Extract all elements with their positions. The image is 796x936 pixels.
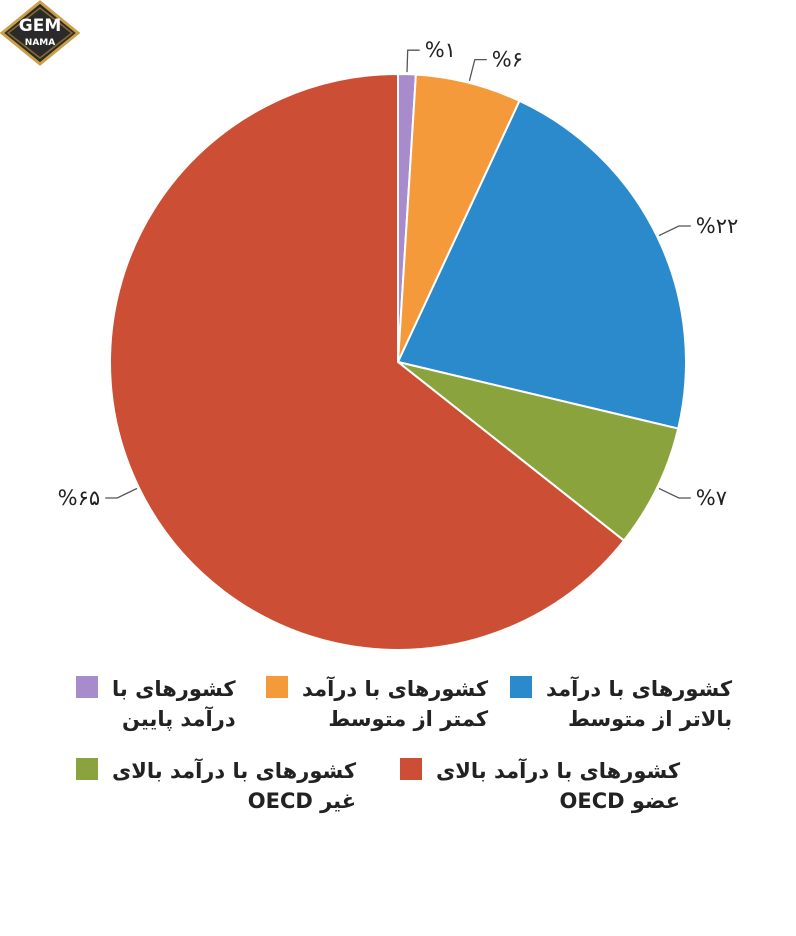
- legend-swatch-high-oecd: [400, 758, 422, 780]
- leader-lines: [105, 49, 691, 499]
- slice-label-lower-middle: %۶: [492, 48, 523, 72]
- legend-label-high-non-oecd: کشورهای با درآمد بالای غیر OECD: [112, 759, 357, 813]
- legend-swatch-lower-middle: [266, 676, 288, 698]
- pie-slice-upper-middle: [396, 99, 687, 430]
- pie-slices: [109, 72, 687, 651]
- legend-swatch-upper-middle: [510, 676, 532, 698]
- legend-swatch-high-non-oecd: [76, 758, 98, 780]
- legend-item-upper-middle: کشورهای با درآمد بالاتر از متوسط: [510, 674, 732, 734]
- slice-labels: %۱ %۶ %۲۲ %۷ %۶۵: [58, 38, 739, 510]
- logo-text-gem: GEM: [19, 16, 61, 36]
- slice-label-high-non-oecd: %۷: [696, 486, 727, 510]
- slice-label-high-oecd: %۶۵: [58, 486, 101, 510]
- legend-swatch-low: [76, 676, 98, 698]
- legend-item-high-oecd: کشورهای با درآمد بالای عضو OECD: [400, 756, 680, 816]
- legend-label-upper-middle: کشورهای با درآمد بالاتر از متوسط: [546, 677, 733, 731]
- pie-chart: %۱ %۶ %۲۲ %۷ %۶۵: [58, 38, 739, 651]
- legend-label-low: کشورهای با درآمد پایین: [112, 677, 236, 731]
- gemnama-logo: GEM NAMA: [0, 0, 80, 66]
- pie-slice-high-non-oecd: [397, 361, 680, 542]
- legend-label-high-oecd: کشورهای با درآمد بالای عضو OECD: [436, 759, 681, 813]
- slice-label-upper-middle: %۲۲: [696, 214, 739, 238]
- pie-slice-high-oecd: [109, 72, 626, 651]
- leader-line-lower-middle: [468, 58, 487, 82]
- legend-item-low: کشورهای با درآمد پایین: [76, 674, 236, 734]
- leader-line-low: [406, 49, 420, 73]
- leader-line-high-oecd: [105, 487, 138, 499]
- legend-item-high-non-oecd: کشورهای با درآمد بالای غیر OECD: [76, 756, 356, 816]
- legend-label-lower-middle: کشورهای با درآمد کمتر از متوسط: [302, 677, 489, 731]
- legend-item-lower-middle: کشورهای با درآمد کمتر از متوسط: [266, 674, 488, 734]
- leader-line-upper-middle: [658, 225, 691, 237]
- logo-text-nama: NAMA: [25, 38, 55, 48]
- slice-label-low: %۱: [425, 38, 456, 62]
- leader-line-high-non-oecd: [658, 487, 691, 499]
